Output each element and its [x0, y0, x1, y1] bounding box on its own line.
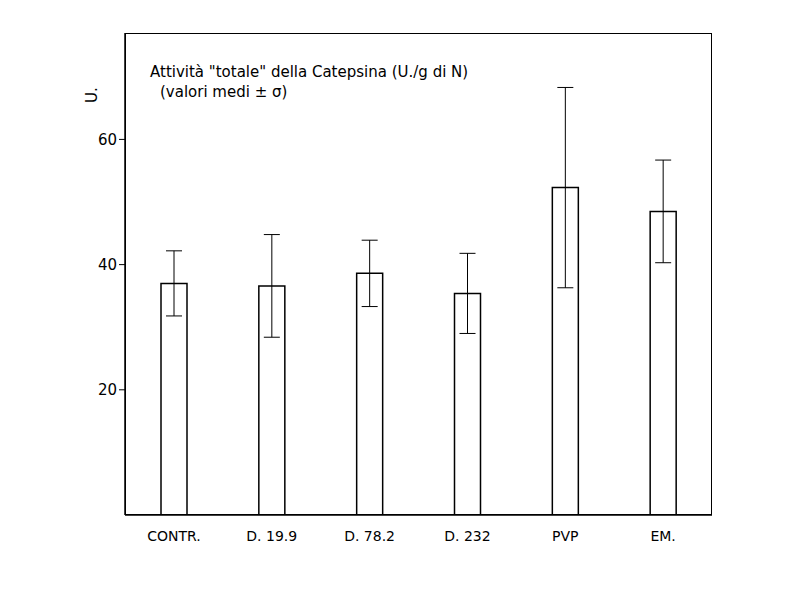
html-text:U.: U.: [82, 87, 101, 103]
svg-text:PVP: PVP: [552, 528, 578, 544]
svg-text:D. 232: D. 232: [444, 528, 490, 544]
svg-text:D. 78.2: D. 78.2: [344, 528, 395, 544]
svg-text:D. 19.9: D. 19.9: [246, 528, 297, 544]
svg-text:60: 60: [98, 131, 117, 149]
svg-text:CONTR.: CONTR.: [147, 528, 201, 544]
html-text:Attività "totale" della Cateps: Attività "totale" della Catepsina (U./g …: [150, 63, 469, 81]
svg-text:40: 40: [98, 256, 117, 274]
svg-text:EM.: EM.: [650, 528, 675, 544]
svg-text:20: 20: [98, 381, 117, 399]
html-text:(valori medi ± σ): (valori medi ± σ): [160, 83, 288, 101]
